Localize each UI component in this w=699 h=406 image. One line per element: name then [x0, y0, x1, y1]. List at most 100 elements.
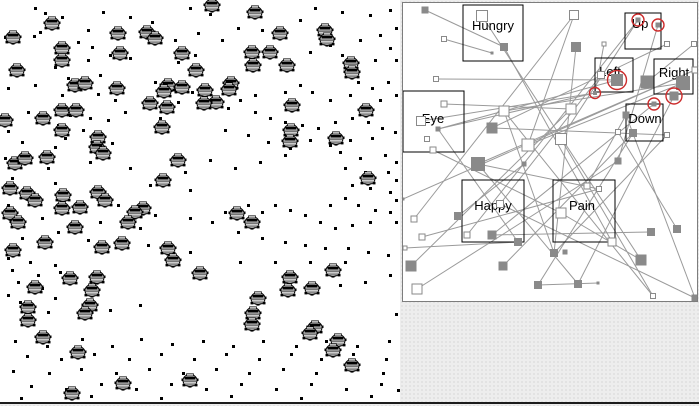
- neuron-node-open[interactable]: [463, 231, 471, 239]
- bug-creature: [278, 58, 296, 74]
- world-panel[interactable]: [0, 0, 400, 402]
- neuron-node-filled[interactable]: [574, 280, 582, 288]
- neuron-node-open[interactable]: [410, 215, 418, 223]
- neuron-node-filled[interactable]: [435, 126, 441, 132]
- bug-creature: [271, 26, 289, 42]
- connection-line: [457, 163, 525, 217]
- bug-creature: [181, 373, 199, 389]
- neuron-node-open[interactable]: [664, 41, 670, 47]
- neuron-node-open[interactable]: [433, 76, 439, 82]
- food-dot: [44, 12, 47, 15]
- food-dot: [309, 51, 312, 54]
- food-dot: [54, 66, 57, 69]
- neuron-node-filled[interactable]: [676, 76, 690, 90]
- neuron-node-filled[interactable]: [454, 212, 462, 220]
- neuron-node-filled[interactable]: [562, 249, 568, 255]
- food-dot: [299, 19, 302, 22]
- neuron-node-filled[interactable]: [471, 157, 485, 171]
- neuron-node-filled[interactable]: [629, 129, 637, 137]
- neuron-node-filled[interactable]: [596, 281, 600, 285]
- neuron-node-filled[interactable]: [640, 75, 654, 89]
- food-dot: [189, 217, 192, 220]
- neuron-node-open[interactable]: [691, 66, 697, 74]
- neuron-node-filled[interactable]: [669, 91, 679, 101]
- neuron-node-filled[interactable]: [403, 197, 405, 201]
- neuron-node-open[interactable]: [476, 10, 488, 22]
- neuron-node-filled[interactable]: [500, 43, 508, 51]
- neuron-node-open[interactable]: [429, 146, 437, 154]
- neuron-node-filled[interactable]: [673, 225, 681, 233]
- neuron-node-open[interactable]: [596, 186, 602, 192]
- food-dot: [209, 159, 212, 162]
- food-dot: [254, 94, 257, 97]
- food-dot: [202, 340, 205, 343]
- connection-line: [537, 282, 599, 286]
- neuron-node-filled[interactable]: [635, 254, 647, 266]
- neuron-node-filled[interactable]: [486, 122, 498, 134]
- neuron-node-open[interactable]: [650, 293, 656, 299]
- bug-creature: [4, 243, 22, 259]
- neuron-node-open[interactable]: [424, 136, 430, 142]
- neuron-node-filled[interactable]: [421, 6, 429, 14]
- neuron-node-filled[interactable]: [614, 157, 622, 165]
- neuron-node-filled[interactable]: [655, 22, 661, 28]
- food-dot: [369, 221, 372, 224]
- neuron-node-filled[interactable]: [651, 101, 657, 107]
- neuron-node-filled[interactable]: [571, 42, 581, 52]
- neuron-node-open[interactable]: [555, 207, 567, 219]
- neuron-node-filled[interactable]: [647, 228, 655, 236]
- neuron-node-open[interactable]: [601, 41, 607, 47]
- neuron-node-open[interactable]: [597, 71, 605, 79]
- neuron-node-open[interactable]: [416, 116, 426, 126]
- neuron-node-open[interactable]: [565, 103, 577, 115]
- connection-line: [477, 163, 579, 285]
- food-dot: [356, 345, 359, 348]
- neuron-node-open[interactable]: [583, 182, 591, 190]
- neuron-node-open[interactable]: [496, 200, 504, 208]
- neuron-node-filled[interactable]: [550, 249, 558, 257]
- food-dot: [344, 167, 347, 170]
- bug-creature: [173, 46, 191, 62]
- food-dot: [319, 221, 322, 224]
- neural-network-panel[interactable]: Hungry Up Left Right Eye Down Happy Pain: [402, 2, 698, 302]
- neuron-node-open[interactable]: [664, 132, 670, 138]
- food-dot: [148, 368, 151, 371]
- neuron-node-filled[interactable]: [691, 294, 698, 302]
- connection-line: [577, 95, 675, 285]
- neuron-node-filled[interactable]: [635, 17, 641, 23]
- neuron-node-filled[interactable]: [593, 91, 597, 95]
- neuron-node-open[interactable]: [403, 245, 408, 251]
- neuron-node-open[interactable]: [607, 237, 617, 247]
- food-dot: [7, 130, 10, 133]
- neuron-node-open[interactable]: [498, 105, 510, 117]
- neuron-node-filled[interactable]: [622, 111, 630, 119]
- neuron-node-filled[interactable]: [498, 261, 508, 271]
- neuron-node-open[interactable]: [615, 129, 621, 135]
- neuron-node-filled[interactable]: [534, 281, 542, 289]
- neuron-node-open[interactable]: [691, 41, 697, 47]
- neuron-node-filled[interactable]: [521, 161, 527, 167]
- neuron-node-open[interactable]: [521, 138, 535, 152]
- neuron-node-open[interactable]: [418, 233, 426, 241]
- neuron-node-filled[interactable]: [611, 74, 623, 86]
- neuron-node-filled[interactable]: [514, 238, 522, 246]
- neuron-node-open[interactable]: [441, 36, 447, 42]
- food-dot: [299, 84, 302, 87]
- food-dot: [304, 244, 307, 247]
- neuron-node-filled[interactable]: [405, 260, 417, 272]
- bug-creature: [19, 300, 37, 316]
- food-dot: [357, 81, 360, 84]
- food-dot: [82, 129, 85, 132]
- neuron-node-open[interactable]: [440, 100, 448, 108]
- food-dot: [304, 214, 307, 217]
- concept-box-happy: [461, 179, 525, 243]
- bug-creature: [8, 63, 26, 79]
- neuron-node-open[interactable]: [411, 283, 423, 295]
- food-dot: [269, 117, 272, 120]
- neuron-node-filled[interactable]: [490, 51, 494, 55]
- neuron-node-open[interactable]: [569, 10, 579, 20]
- food-dot: [258, 358, 261, 361]
- neuron-node-open[interactable]: [555, 133, 567, 145]
- neuron-node-filled[interactable]: [487, 230, 497, 240]
- food-dot: [97, 93, 100, 96]
